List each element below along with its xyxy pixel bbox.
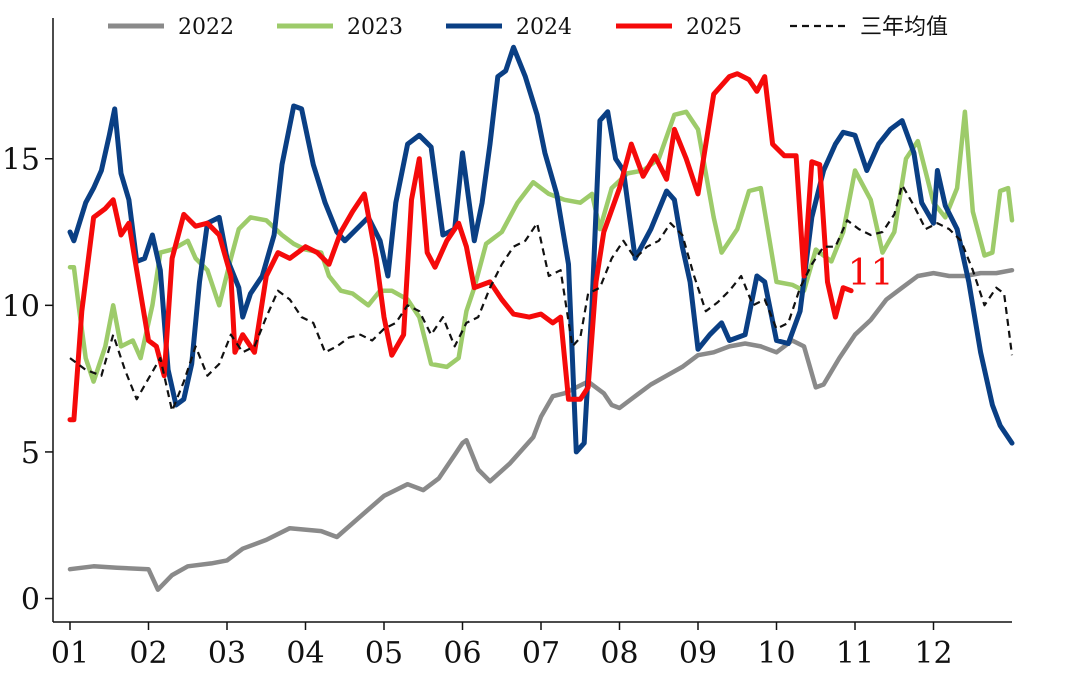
x-tick-label: 10 [757,636,795,671]
series-layer [67,44,1015,592]
x-tick-label: 03 [208,636,246,671]
x-tick-label: 06 [443,636,481,671]
series-line-2 [67,44,1015,455]
series-line-0 [67,267,1015,592]
x-tick-label: 04 [286,636,324,671]
series-line-4 [69,184,1014,412]
legend-label-0: 2022 [178,15,234,40]
series-line-1 [67,109,1015,384]
legend-label-3: 2025 [686,15,742,40]
x-tick-label: 05 [365,636,403,671]
y-tick-label: 15 [2,143,40,178]
x-tick-label: 07 [522,636,560,671]
x-tick-label: 09 [679,636,717,671]
x-ticks: 01 02 03 04 05 06 07 08 09 10 11 12 [51,622,953,671]
y-ticks: 0 5 10 15 [2,143,53,618]
x-tick-label: 02 [129,636,167,671]
y-tick-label: 10 [2,289,40,324]
y-tick-label: 5 [21,436,40,471]
y-tick-label: 0 [21,583,40,618]
axes [52,18,1012,623]
legend-label-1: 2023 [347,15,403,40]
x-tick-label: 12 [914,636,952,671]
legend-label-4: 三年均值 [860,15,948,40]
x-tick-label: 11 [836,636,874,671]
x-tick-label: 08 [600,636,638,671]
annotations: 11 [848,253,894,294]
series-line-3 [67,71,854,423]
x-tick-label: 01 [51,636,89,671]
legend-label-2: 2024 [516,15,572,40]
legend: 2022 2023 2024 2025 三年均值 [108,15,948,40]
last-value-label: 11 [848,253,894,294]
